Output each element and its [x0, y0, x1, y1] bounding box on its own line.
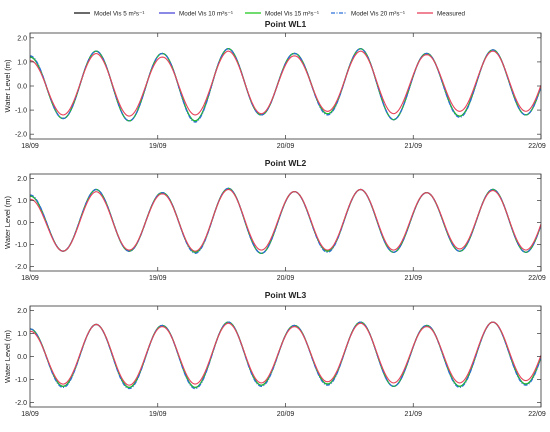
- y-tick-label: 2.0: [17, 308, 27, 315]
- y-tick-label: 1.0: [17, 331, 27, 338]
- series-line: [30, 321, 541, 389]
- plot-frame: [29, 173, 542, 272]
- legend-label: Model Vis 15 m²s⁻¹: [265, 11, 319, 18]
- x-tick-label: 21/09: [404, 411, 422, 418]
- y-tick-label: 0.0: [17, 354, 27, 361]
- panel-1: Point WL1 Water Level (m) 2.0 1.0 0.0 -1.0 -2.…: [3, 19, 546, 150]
- y-tick-label: 2.0: [17, 35, 27, 42]
- y-tick-label: 0.0: [17, 84, 27, 91]
- series-line: [30, 321, 541, 390]
- y-axis-label: Water Level (m): [3, 195, 12, 249]
- x-tick-label: 19/09: [149, 275, 167, 282]
- y-tick-label: -2.0: [15, 400, 27, 407]
- plot-frame: [29, 305, 542, 408]
- x-tick-label: 22/09: [528, 411, 546, 418]
- legend-label: Model Vis 5 m²s⁻¹: [94, 11, 144, 18]
- series-line: [30, 187, 541, 254]
- series-line: [30, 321, 541, 389]
- x-tick-label: 21/09: [404, 143, 422, 150]
- x-tick-label: 18/09: [21, 275, 39, 282]
- x-tick-label: 19/09: [149, 143, 167, 150]
- x-tick-label: 19/09: [149, 411, 167, 418]
- series-line: [30, 48, 541, 123]
- series-line: [30, 187, 541, 254]
- x-tick-label: 22/09: [528, 275, 546, 282]
- x-tick-label: 20/09: [277, 143, 295, 150]
- series-line: [30, 321, 541, 389]
- series-group: [30, 321, 541, 390]
- y-axis-label: Water Level (m): [3, 329, 12, 383]
- y-tick-label: -2.0: [15, 264, 27, 271]
- x-tick-label: 18/09: [21, 411, 39, 418]
- series-line: [30, 48, 541, 122]
- series-line: [30, 187, 541, 254]
- series-line: [30, 321, 541, 386]
- series-line: [30, 50, 541, 117]
- panel-title: Point WL3: [265, 290, 307, 300]
- legend: Model Vis 5 m²s⁻¹ Model Vis 10 m²s⁻¹ Model…: [74, 11, 465, 18]
- x-tick-label: 22/09: [528, 143, 546, 150]
- x-tick-label: 20/09: [277, 275, 295, 282]
- series-group: [30, 187, 541, 254]
- y-tick-label: -2.0: [15, 132, 27, 139]
- panel-2: Point WL2 Water Level (m) 2.0 1.0 0.0 -1.0 -2.…: [3, 158, 546, 282]
- y-tick-label: 2.0: [17, 176, 27, 183]
- panel-3: Point WL3 Water Level (m) 2.0 1.0 0.0 -1.0 -2.…: [3, 290, 546, 418]
- panels: Point WL1 Water Level (m) 2.0 1.0 0.0 -1.0 -2.…: [3, 19, 546, 418]
- y-axis-label: Water Level (m): [3, 59, 12, 113]
- series-line: [30, 48, 541, 122]
- y-tick-label: 0.0: [17, 220, 27, 227]
- x-tick-label: 18/09: [21, 143, 39, 150]
- legend-label: Model Vis 20 m²s⁻¹: [351, 11, 405, 18]
- legend-label: Model Vis 10 m²s⁻¹: [179, 11, 233, 18]
- panel-title: Point WL2: [265, 158, 307, 168]
- x-tick-label: 21/09: [404, 275, 422, 282]
- series-group: [30, 48, 541, 123]
- y-tick-label: -1.0: [15, 377, 27, 384]
- y-tick-label: -1.0: [15, 108, 27, 115]
- panel-title: Point WL1: [265, 19, 307, 29]
- legend-label: Measured: [437, 11, 465, 18]
- series-line: [30, 48, 541, 122]
- y-tick-label: 1.0: [17, 198, 27, 205]
- x-tick-label: 20/09: [277, 411, 295, 418]
- y-tick-label: 1.0: [17, 59, 27, 66]
- series-line: [30, 187, 541, 254]
- series-line: [30, 188, 541, 252]
- y-tick-label: -1.0: [15, 242, 27, 249]
- plot-frame: [29, 32, 542, 140]
